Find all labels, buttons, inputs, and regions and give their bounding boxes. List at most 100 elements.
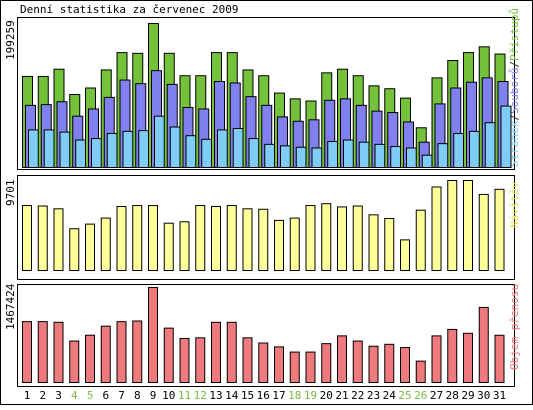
x-label-day-9: 9 [150, 389, 157, 402]
bar-stranek-day-8 [138, 130, 150, 168]
visits-max-label: 9701 [4, 180, 17, 207]
bar-navstev-day-15 [242, 208, 253, 271]
bar-navstev-day-17 [274, 219, 284, 271]
chart-title: Denní statistika za červenec 2009 [20, 3, 239, 16]
bar-navstev-day-27 [431, 186, 442, 271]
bar-objem-day-8 [132, 320, 143, 384]
bar-stranek-day-7 [122, 130, 134, 168]
chart-marks [22, 23, 512, 384]
bar-navstev-day-12 [195, 205, 206, 271]
x-label-day-24: 24 [383, 389, 397, 402]
bar-navstev-day-25 [400, 239, 410, 271]
x-label-day-25: 25 [398, 389, 411, 402]
bar-objem-day-12 [195, 337, 206, 384]
bar-objem-day-22 [352, 340, 363, 384]
bar-objem-day-24 [384, 343, 395, 383]
bar-navstev-day-7 [116, 205, 127, 271]
x-label-day-18: 18 [288, 389, 301, 402]
bar-stranek-day-14 [232, 127, 244, 169]
x-label-day-22: 22 [351, 389, 364, 402]
bar-stranek-day-15 [248, 138, 260, 168]
bar-navstev-day-5 [85, 223, 95, 272]
bar-stranek-day-22 [358, 141, 370, 168]
bar-stranek-day-13 [217, 129, 228, 169]
bar-objem-day-4 [69, 340, 80, 384]
bar-objem-day-30 [478, 306, 489, 383]
bar-objem-day-13 [211, 321, 221, 383]
x-label-day-31: 31 [493, 389, 506, 402]
x-label-day-15: 15 [241, 389, 254, 402]
bar-objem-day-9 [148, 287, 158, 383]
x-label-day-4: 4 [71, 389, 78, 402]
x-label-day-6: 6 [102, 389, 109, 402]
bar-stranek-day-9 [154, 115, 165, 168]
bar-objem-day-27 [431, 335, 442, 383]
x-axis-labels: 1 2 3 4 5 6 7 8 9 10 11 12 13 14 15 16 17 18 19 20 21 22 23 24 2… [24, 389, 506, 402]
bar-navstev-day-11 [179, 221, 190, 272]
x-label-day-3: 3 [55, 389, 62, 402]
bar-navstev-day-9 [148, 205, 158, 271]
x-label-day-13: 13 [209, 389, 222, 402]
legend-pristupu: Přístupů [508, 8, 521, 61]
bar-navstev-day-24 [384, 218, 395, 272]
bar-objem-day-19 [305, 351, 316, 384]
x-label-day-1: 1 [24, 389, 31, 402]
bar-objem-day-3 [53, 321, 64, 383]
volume-panel-frame [17, 284, 515, 387]
x-label-day-7: 7 [118, 389, 125, 402]
bar-navstev-day-8 [132, 205, 143, 271]
x-label-day-12: 12 [194, 389, 207, 402]
bar-objem-day-29 [463, 332, 473, 383]
bar-stranek-day-5 [91, 138, 102, 168]
bar-objem-day-5 [85, 334, 95, 384]
bar-navstev-day-31 [494, 188, 505, 271]
bar-objem-day-11 [179, 337, 190, 383]
bar-stranek-day-12 [201, 138, 213, 169]
bar-objem-day-17 [274, 346, 284, 383]
bar-navstev-day-13 [211, 205, 221, 271]
bar-objem-day-15 [242, 337, 253, 384]
bar-stranek-day-2 [43, 129, 55, 169]
bar-navstev-day-18 [289, 217, 300, 271]
x-label-day-21: 21 [335, 389, 348, 402]
x-label-day-16: 16 [257, 389, 270, 402]
x-label-day-2: 2 [39, 389, 46, 402]
bar-objem-day-2 [37, 321, 48, 383]
x-label-day-20: 20 [320, 389, 333, 402]
bar-navstev-day-23 [368, 214, 379, 271]
bar-navstev-day-14 [226, 205, 237, 271]
bar-navstev-day-26 [415, 209, 426, 272]
bar-stranek-day-19 [311, 147, 323, 168]
visits-legend: Návštěv [508, 181, 521, 228]
volume-max-label: 1467424 [4, 283, 17, 330]
bar-navstev-day-30 [478, 193, 489, 271]
bar-stranek-day-10 [169, 126, 181, 168]
traffic-panel-frame [17, 17, 515, 170]
bar-stranek-day-30 [484, 122, 496, 168]
bar-navstev-day-4 [69, 228, 80, 271]
x-label-day-10: 10 [162, 389, 175, 402]
bar-navstev-day-10 [163, 222, 174, 271]
x-label-day-28: 28 [446, 389, 459, 402]
bar-objem-day-6 [100, 325, 111, 384]
bar-navstev-day-28 [447, 180, 458, 271]
bar-stranek-day-3 [59, 131, 71, 169]
bar-objem-day-10 [163, 327, 174, 383]
bar-objem-day-23 [368, 345, 379, 384]
bar-objem-day-16 [258, 342, 269, 384]
visits-panel-frame [17, 175, 515, 280]
bar-stranek-day-1 [28, 129, 39, 169]
bar-navstev-day-2 [37, 205, 48, 271]
bar-stranek-day-16 [264, 143, 276, 168]
bar-objem-day-26 [415, 360, 426, 383]
traffic-max-label: 199259 [4, 20, 17, 60]
bar-stranek-day-23 [374, 143, 386, 168]
bar-navstev-day-19 [305, 205, 316, 271]
legend-separator: / [508, 114, 521, 121]
bar-stranek-day-26 [421, 154, 433, 168]
x-label-day-30: 30 [477, 389, 490, 402]
bar-objem-day-18 [289, 351, 300, 384]
x-label-day-11: 11 [178, 389, 191, 402]
